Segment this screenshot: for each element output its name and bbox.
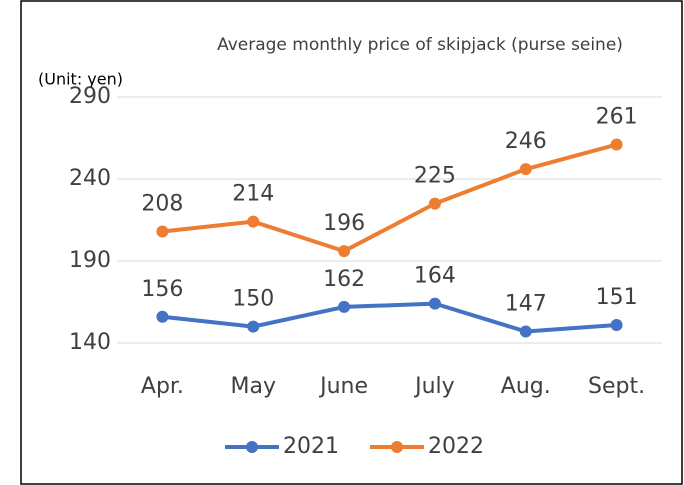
point xyxy=(519,163,532,176)
data-label: 246 xyxy=(505,129,547,154)
y-tick-label: 140 xyxy=(69,330,111,355)
y-tick-label: 190 xyxy=(69,248,111,273)
point xyxy=(156,310,169,323)
point xyxy=(610,138,623,151)
point xyxy=(247,320,260,333)
point xyxy=(247,215,260,228)
data-label: 147 xyxy=(505,292,547,317)
point xyxy=(428,197,441,210)
y-tick-label: 240 xyxy=(69,166,111,191)
data-label: 162 xyxy=(323,267,365,292)
x-tick-label: May xyxy=(231,374,276,399)
x-tick-label: Aug. xyxy=(501,374,551,399)
data-label: 225 xyxy=(414,164,456,189)
data-label: 208 xyxy=(141,191,183,216)
x-tick-label: Sept. xyxy=(588,374,645,399)
series-line xyxy=(162,301,617,334)
series-line xyxy=(162,142,618,254)
chart-title: Average monthly price of skipjack (purse… xyxy=(217,35,623,55)
data-label: 156 xyxy=(141,277,183,302)
data-label: 214 xyxy=(232,182,274,207)
x-tick-label: July xyxy=(413,374,455,399)
x-tick-label: June xyxy=(318,374,368,399)
point xyxy=(610,318,623,331)
unit-annotation: (Unit: yen) xyxy=(38,70,123,89)
point xyxy=(428,297,441,310)
data-label: 261 xyxy=(596,105,638,130)
point xyxy=(519,325,532,338)
x-tick-label: Apr. xyxy=(141,374,184,399)
point xyxy=(156,225,169,238)
point xyxy=(338,245,351,258)
data-label: 164 xyxy=(414,264,456,289)
y-tick-label: 290 xyxy=(69,84,111,109)
data-label: 150 xyxy=(232,287,274,312)
data-label: 151 xyxy=(596,285,638,310)
legend-label: 2021 xyxy=(283,434,339,459)
legend-marker xyxy=(246,441,258,453)
chart-frame xyxy=(20,0,683,485)
legend-label: 2022 xyxy=(428,434,484,459)
point xyxy=(338,300,351,313)
data-label: 196 xyxy=(323,211,365,236)
legend-marker xyxy=(391,441,403,453)
